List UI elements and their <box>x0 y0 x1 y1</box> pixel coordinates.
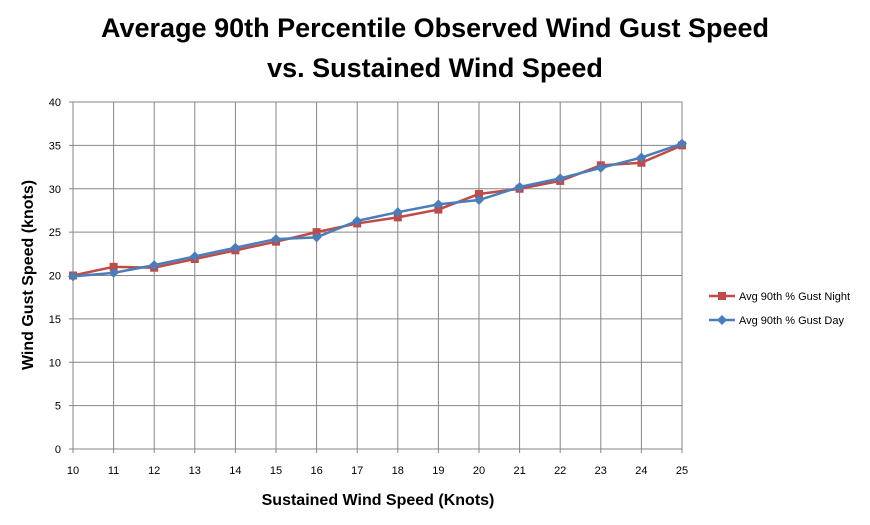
legend-label: Avg 90th % Gust Day <box>739 315 844 327</box>
x-tick-label: 19 <box>432 465 444 477</box>
data-point-day <box>677 138 687 149</box>
legend-item-night: Avg 90th % Gust Night <box>709 291 850 303</box>
x-tick-label: 21 <box>513 465 525 477</box>
data-point-day <box>392 207 403 218</box>
x-tick-label: 13 <box>189 465 201 477</box>
data-point-day <box>108 267 119 278</box>
y-tick-label: 10 <box>49 357 61 369</box>
x-axis-ticks: 10 11 12 13 14 15 16 17 18 19 20 21 22 23 24 25 <box>67 449 688 477</box>
y-tick-label: 20 <box>49 271 61 283</box>
data-point-day <box>271 234 281 245</box>
data-point-day <box>595 162 606 173</box>
x-axis-title: Sustained Wind Speed (Knots) <box>262 492 495 509</box>
x-tick-label: 23 <box>595 465 607 477</box>
chart-title-line2: vs. Sustained Wind Speed <box>267 53 603 83</box>
x-tick-label: 22 <box>554 465 566 477</box>
data-point-day <box>636 152 647 163</box>
x-tick-label: 15 <box>270 465 282 477</box>
y-tick-label: 40 <box>49 97 61 109</box>
data-point-day <box>514 182 525 193</box>
x-tick-label: 16 <box>310 465 322 477</box>
x-tick-label: 18 <box>392 465 404 477</box>
legend-item-day: Avg 90th % Gust Day <box>709 315 844 327</box>
y-tick-label: 0 <box>55 444 61 456</box>
data-point-day <box>189 251 200 262</box>
chart-title-line1: Average 90th Percentile Observed Wind Gu… <box>101 13 769 43</box>
data-point-night <box>109 262 118 271</box>
data-point-day <box>474 195 484 206</box>
x-tick-label: 14 <box>229 465 241 477</box>
x-tick-label: 17 <box>351 465 363 477</box>
legend: Avg 90th % Gust Night Avg 90th % Gust Day <box>709 291 850 327</box>
data-point-night <box>475 189 483 198</box>
data-point-day <box>311 232 322 243</box>
x-tick-label: 12 <box>148 465 160 477</box>
legend-marker <box>718 292 726 300</box>
y-tick-label: 25 <box>49 227 61 239</box>
x-tick-label: 10 <box>67 465 79 477</box>
y-axis-ticks: 0 5 10 15 20 25 30 35 40 <box>49 97 73 456</box>
data-point-night <box>312 228 321 237</box>
x-tick-label: 24 <box>635 465 647 477</box>
y-tick-label: 30 <box>49 184 61 196</box>
data-point-day <box>352 215 363 226</box>
data-point-day <box>149 260 160 271</box>
data-point-night <box>637 158 646 167</box>
data-point-day <box>555 173 566 184</box>
y-tick-label: 15 <box>49 314 61 326</box>
x-tick-label: 11 <box>108 465 119 477</box>
x-tick-label: 25 <box>676 465 688 477</box>
y-tick-label: 5 <box>55 401 61 413</box>
data-point-day <box>230 242 241 253</box>
x-tick-label: 20 <box>473 465 485 477</box>
data-point-day <box>68 271 78 282</box>
data-point-night <box>434 205 443 214</box>
data-point-day <box>433 199 444 210</box>
series-day <box>68 138 687 282</box>
legend-marker <box>717 315 727 325</box>
data-point-night <box>393 213 402 222</box>
series-line-day <box>72 142 683 278</box>
legend-label: Avg 90th % Gust Night <box>739 291 850 303</box>
y-tick-label: 35 <box>49 140 61 152</box>
y-axis-title: Wind Gust Speed (knots) <box>20 180 37 370</box>
series-layer <box>68 138 687 282</box>
